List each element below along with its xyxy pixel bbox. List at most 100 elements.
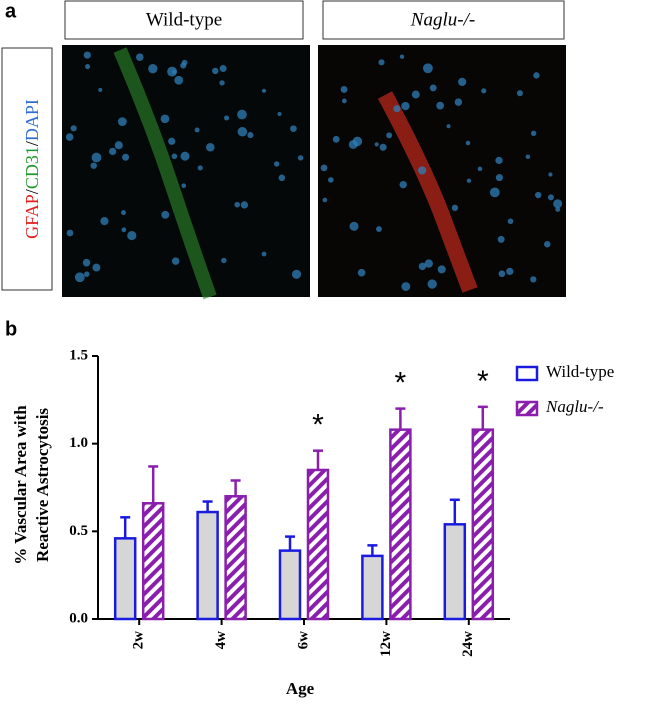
nucleus: [65, 133, 74, 141]
nucleus: [466, 178, 472, 183]
y-tick-label: 1.5: [69, 347, 88, 363]
nucleus: [535, 191, 542, 199]
nucleus: [92, 263, 101, 272]
separator: /: [22, 189, 42, 194]
nucleus: [379, 143, 387, 151]
nucleus: [247, 132, 254, 139]
nucleus: [497, 235, 505, 243]
legend-label: Naglu-/-: [545, 397, 604, 416]
nucleus: [477, 166, 483, 172]
nucleus: [180, 151, 190, 161]
nucleus: [352, 136, 363, 147]
bar: [196, 510, 219, 621]
nucleus: [66, 229, 74, 237]
nucleus: [454, 98, 463, 106]
nucleus: [418, 262, 427, 271]
significance: *: [312, 409, 324, 442]
nucleus: [327, 177, 334, 183]
nucleus: [422, 63, 433, 74]
x-tick-label: 6w: [295, 631, 311, 650]
cells: [65, 51, 563, 291]
nucleus: [114, 141, 123, 150]
nucleus: [525, 154, 531, 160]
stain: GFAP: [22, 194, 42, 239]
nucleus: [530, 130, 537, 137]
panel-label: b: [5, 318, 17, 340]
nucleus: [417, 166, 427, 175]
nucleus: [148, 64, 158, 74]
nucleus: [261, 251, 267, 257]
nucleus: [341, 98, 347, 104]
nucleus: [197, 165, 203, 171]
nucleus: [206, 142, 215, 152]
nucleus: [427, 279, 437, 289]
bar: [224, 495, 247, 621]
nucleus: [273, 161, 280, 167]
nucleus: [349, 221, 359, 231]
bar: [389, 428, 412, 621]
legend-swatch: [515, 400, 539, 417]
micrograph: [62, 45, 310, 297]
nucleus: [481, 88, 487, 94]
panel-label: a: [5, 0, 17, 22]
nucleus: [237, 126, 248, 137]
bar: [443, 523, 467, 621]
nucleus: [495, 174, 503, 182]
bar: [113, 537, 137, 621]
nucleus: [437, 265, 446, 274]
nucleus: [171, 257, 180, 265]
nucleus: [219, 80, 225, 86]
nucleus: [320, 164, 328, 172]
nucleus: [98, 87, 103, 92]
stain-label: GFAP/CD31/DAPI: [22, 99, 42, 239]
nucleus: [91, 152, 102, 163]
nucleus: [221, 257, 227, 264]
x-tick-label: 24w: [460, 631, 476, 657]
nucleus: [117, 117, 127, 127]
y-tick-label: 1.0: [69, 435, 88, 451]
nucleus: [121, 227, 127, 233]
x-tick-label: 12w: [378, 631, 394, 657]
nucleus: [399, 180, 407, 189]
bar: [141, 502, 165, 621]
nucleus: [533, 72, 540, 79]
nucleus: [168, 137, 176, 145]
nucleus: [374, 142, 379, 147]
nucleus: [212, 67, 219, 75]
nucleus: [489, 187, 500, 198]
nucleus: [290, 125, 297, 132]
nucleus: [121, 210, 126, 216]
condition-label: Naglu-/-: [410, 9, 475, 30]
nucleus: [82, 258, 91, 267]
nucleus: [122, 153, 130, 161]
nucleus: [458, 77, 467, 87]
legend-swatch: [515, 365, 539, 382]
vessel: [377, 91, 478, 293]
significance: *: [395, 367, 407, 400]
nucleus: [451, 204, 459, 212]
y-tick-label: 0.0: [69, 610, 88, 626]
separator: /: [22, 141, 42, 146]
nucleus: [174, 75, 184, 85]
condition-label: Wild-type: [146, 9, 222, 30]
nucleus: [386, 132, 393, 139]
nucleus: [555, 206, 561, 212]
nucleus: [161, 210, 170, 219]
nucleus: [544, 240, 551, 248]
nucleus: [180, 62, 187, 69]
nucleus: [393, 105, 401, 113]
nucleus: [429, 84, 437, 92]
label-box: [64, 0, 304, 40]
nucleus: [234, 201, 241, 208]
y-axis-label: Reactive Astrocytosis: [33, 408, 52, 562]
nucleus: [291, 269, 302, 279]
nucleus: [498, 270, 506, 278]
bar: [306, 468, 330, 621]
nucleus: [171, 153, 178, 160]
nucleus: [83, 51, 91, 59]
nucleus: [322, 197, 328, 203]
x-axis-label: Age: [286, 679, 315, 698]
nucleus: [297, 155, 304, 161]
nucleus: [376, 226, 382, 232]
nucleus: [108, 147, 117, 156]
